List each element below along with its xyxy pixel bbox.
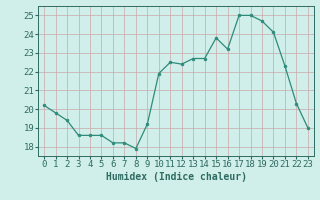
X-axis label: Humidex (Indice chaleur): Humidex (Indice chaleur) — [106, 172, 246, 182]
